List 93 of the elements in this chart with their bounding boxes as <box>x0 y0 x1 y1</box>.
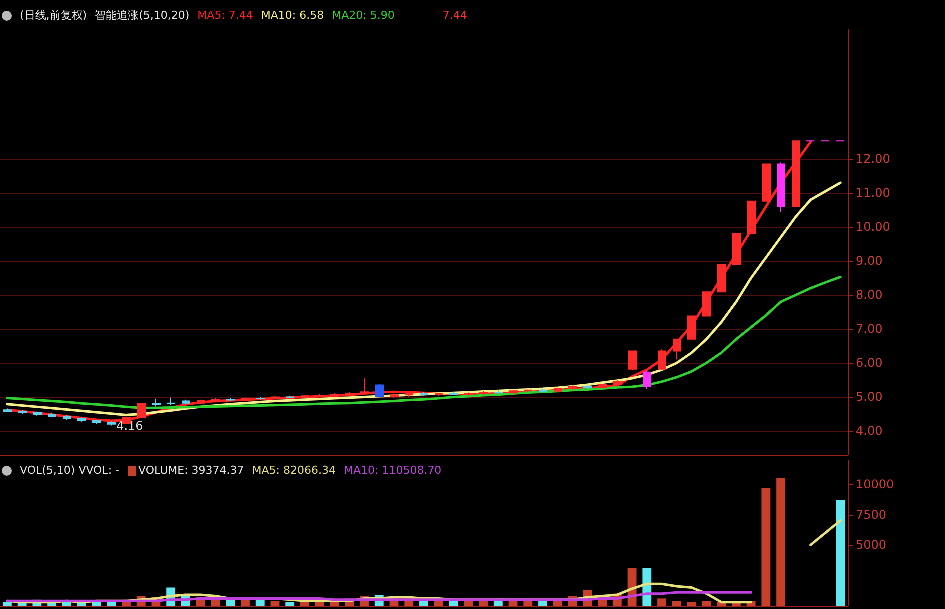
candlestick <box>613 380 622 388</box>
candlestick <box>345 392 354 396</box>
candlestick <box>241 397 250 402</box>
chart-subtitle: 智能追涨(5,10,20) <box>95 8 190 23</box>
candlestick <box>330 392 339 398</box>
bar <box>762 488 771 606</box>
y-tick-label: 5000 <box>856 538 887 552</box>
candlestick <box>539 388 547 393</box>
candlestick <box>554 388 562 393</box>
candlestick <box>702 292 711 317</box>
candlestick <box>717 264 726 293</box>
candlestick <box>107 421 116 426</box>
candlestick <box>509 390 518 394</box>
candlestick <box>673 338 681 360</box>
bar <box>836 500 846 606</box>
bar <box>702 601 712 606</box>
candlestick <box>762 164 771 202</box>
bar <box>687 602 696 606</box>
line-series <box>6 276 842 410</box>
bar <box>672 601 682 606</box>
candlestick <box>182 399 190 404</box>
candlestick <box>256 396 265 400</box>
line-series <box>6 182 842 416</box>
candlestick <box>568 385 577 391</box>
text: MA10: 6.58 <box>261 9 324 22</box>
annotation: 4.16 <box>116 418 144 433</box>
y-tick-label: 9.00 <box>856 254 883 268</box>
candlestick <box>747 200 756 234</box>
candlestick <box>226 398 235 402</box>
candlestick <box>598 384 607 390</box>
candlestick <box>48 413 56 418</box>
candlestick <box>583 384 592 390</box>
text: MA20: 5.90 <box>332 9 395 22</box>
line-series <box>6 140 812 422</box>
bar <box>658 598 666 606</box>
y-tick-label: 7.00 <box>856 322 883 336</box>
text: MA10: 110508.70 <box>344 464 442 477</box>
candlestick <box>271 396 280 400</box>
candlestick <box>197 399 205 404</box>
candlestick <box>92 419 101 425</box>
candlestick <box>449 392 458 396</box>
chart-title: VOL(5,10) VVOL: - <box>20 464 120 477</box>
candlestick <box>152 398 161 408</box>
candlestick <box>316 394 324 398</box>
candlestick <box>33 411 42 416</box>
line-series <box>6 591 753 602</box>
candlestick <box>777 162 785 213</box>
y-tick-label: 10.00 <box>856 220 890 234</box>
candlestick <box>375 384 384 398</box>
y-tick-label: 8.00 <box>856 288 883 302</box>
candlestick <box>137 402 146 419</box>
y-tick-label: 7500 <box>856 508 887 522</box>
candlestick <box>211 398 220 402</box>
chart-title: (日线,前复权) <box>20 8 88 23</box>
bar <box>2 602 12 606</box>
candlestick <box>464 392 473 396</box>
candlestick <box>643 370 651 390</box>
y-tick-label: 12.00 <box>856 152 890 166</box>
candlestick <box>18 410 27 415</box>
bar <box>449 601 458 606</box>
bar <box>226 600 236 606</box>
candlestick <box>77 417 86 423</box>
candlestick <box>658 349 666 370</box>
text: 7.44 <box>442 9 468 22</box>
candlestick <box>3 408 12 413</box>
y-tick-label: 11.00 <box>856 186 890 200</box>
text: MA5: 82066.34 <box>252 464 336 477</box>
bar <box>286 602 295 606</box>
candlestick <box>628 350 637 370</box>
candlestick <box>63 415 71 420</box>
candlestick <box>479 390 488 396</box>
y-tick-label: 5.00 <box>856 390 883 404</box>
legend-label: VOLUME: 39374.37 <box>138 464 244 477</box>
text: MA5: 7.44 <box>198 9 254 22</box>
candlestick <box>494 390 503 394</box>
y-tick-label: 10000 <box>856 477 894 492</box>
y-tick-label: 4.00 <box>856 424 883 438</box>
bar <box>270 601 280 606</box>
candlestick <box>435 392 443 397</box>
y-tick-label: 6.00 <box>856 356 883 370</box>
candlestick <box>390 393 399 398</box>
candlestick <box>301 395 309 400</box>
candlestick <box>286 395 294 400</box>
candlestick <box>732 234 741 266</box>
bar <box>553 601 562 606</box>
bar <box>776 478 786 606</box>
candlestick <box>167 397 175 406</box>
candlestick <box>405 392 413 398</box>
candlestick <box>687 316 696 340</box>
bar <box>256 600 265 606</box>
candlestick <box>524 389 532 393</box>
candlestick <box>360 378 369 395</box>
candlestick <box>420 392 428 396</box>
